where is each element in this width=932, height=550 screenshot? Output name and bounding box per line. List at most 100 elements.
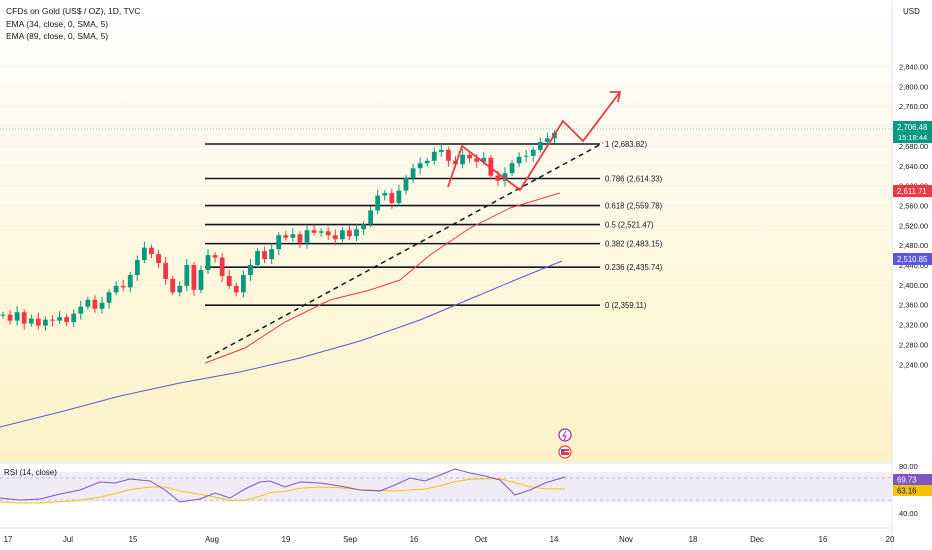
candle-body (544, 138, 550, 142)
candle-body (113, 285, 119, 293)
time-tick-label: 15 (129, 535, 138, 544)
candle-body (149, 247, 154, 255)
candle-body (311, 230, 317, 233)
time-tick-label: Aug (205, 535, 219, 544)
zigzag-projection[interactable] (447, 91, 621, 192)
price-tick-label: 2,240.00 (899, 360, 928, 369)
candle-body (523, 155, 529, 157)
price-tick-label: 2,560.00 (899, 201, 928, 210)
rsi-ma-badge (893, 485, 932, 496)
time-axis[interactable]: 17 Jul 15 Aug 19 Sep 16 Oct 14 Nov 18 Dec 16 20 (4, 535, 895, 544)
candle-body (57, 317, 62, 321)
candle-body (332, 235, 338, 240)
candle-body (410, 168, 416, 179)
candle-body (269, 249, 275, 260)
candle-body (297, 234, 303, 243)
candle-body (7, 314, 13, 321)
candle-body (226, 275, 232, 286)
dashed-trendline[interactable] (206, 142, 604, 359)
price-tick-label: 2,400.00 (899, 281, 928, 290)
ema89-price-badge-text: 2,510.85 (897, 255, 928, 264)
candle-body (262, 251, 267, 260)
main-pane-background (0, 0, 892, 462)
candle-body (382, 193, 388, 196)
candle-body (446, 149, 451, 161)
price-tick-label: 2,800.00 (899, 82, 928, 91)
candlesticks (0, 130, 557, 331)
candle-body (92, 299, 98, 309)
event-icons[interactable] (558, 428, 572, 459)
candle-body (85, 299, 91, 307)
rsi-indicator: 80.00 40.00 69.73 63.16 (0, 462, 932, 518)
ema34-price-badge (893, 185, 932, 197)
ema34-legend: EMA (34, close, 0, SMA, 5) (6, 19, 108, 29)
price-tick-label: 2,680.00 (899, 142, 928, 151)
time-tick-label: 14 (550, 535, 559, 544)
candle-body (502, 173, 508, 181)
candle-body (509, 163, 515, 174)
ema-lines (0, 192, 563, 428)
fib-label: 0.786 (2,614.33) (605, 174, 663, 183)
time-tick-label: 20 (886, 535, 895, 544)
candle-body (431, 151, 437, 161)
candle-body (219, 257, 225, 276)
time-tick-label: 19 (282, 535, 291, 544)
price-tick-label: 2,480.00 (899, 241, 928, 250)
time-tick-label: Jul (63, 535, 73, 544)
candle-body (71, 313, 77, 323)
arrow-head (610, 91, 622, 103)
candle-body (375, 195, 381, 211)
candle-body (354, 229, 359, 237)
candle-body (516, 156, 522, 164)
candle-body (212, 255, 218, 258)
countdown-text: 15:18:44 (898, 133, 927, 142)
candle-body (127, 274, 133, 288)
rsi-ma-line (0, 478, 566, 504)
ema34-price-badge-text: 2,611.71 (897, 187, 927, 196)
time-tick-label: Sep (343, 535, 358, 544)
candle-body (184, 265, 190, 286)
candle-body (361, 224, 366, 230)
rsi-value-badge (893, 474, 932, 485)
rsi-value-text: 69.73 (897, 476, 917, 485)
price-axis[interactable]: 2,840.002,800.002,760.002,720.002,680.00… (893, 62, 932, 369)
candle-body (106, 292, 112, 303)
candle-body (339, 230, 345, 240)
candle-body (50, 319, 55, 321)
candle-body (21, 312, 27, 324)
candle-body (474, 158, 480, 162)
price-tick-label: 2,840.00 (899, 62, 928, 71)
candle-body (99, 302, 105, 309)
rsi-line (0, 468, 566, 503)
fibonacci-retracement[interactable]: 1 (2,683.82) 0.786 (2,614.33) 0.618 (2,559… (205, 140, 663, 310)
candle-body (347, 230, 352, 237)
fib-label: 1 (2,683.82) (605, 140, 647, 149)
currency-label[interactable]: USD (903, 7, 920, 16)
ema89-legend: EMA (89, close, 0, SMA, 5) (6, 31, 108, 41)
candle-body (35, 318, 41, 326)
rsi-tick-label: 80.00 (899, 462, 918, 471)
lightning-icon[interactable] (558, 428, 572, 442)
candle-body (170, 278, 176, 293)
candle-body (325, 231, 331, 236)
price-tick-label: 2,640.00 (899, 162, 928, 171)
candle-body (304, 230, 310, 243)
time-tick-label: Nov (619, 535, 633, 544)
trend-drawings[interactable] (206, 91, 622, 359)
candle-body (495, 175, 501, 181)
candle-body (233, 285, 239, 293)
candle-body (198, 269, 204, 290)
rsi-tick-label: 40.00 (899, 509, 918, 518)
candle-body (290, 234, 296, 238)
candle-body (255, 251, 260, 266)
candle-body (537, 141, 543, 150)
candle-body (205, 255, 211, 270)
time-tick-label: 17 (4, 535, 13, 544)
candle-body (481, 157, 487, 162)
candle-body (276, 235, 282, 250)
candle-body (156, 254, 161, 264)
candle-body (424, 160, 430, 164)
candle-body (120, 285, 126, 288)
candle-body (403, 178, 409, 191)
